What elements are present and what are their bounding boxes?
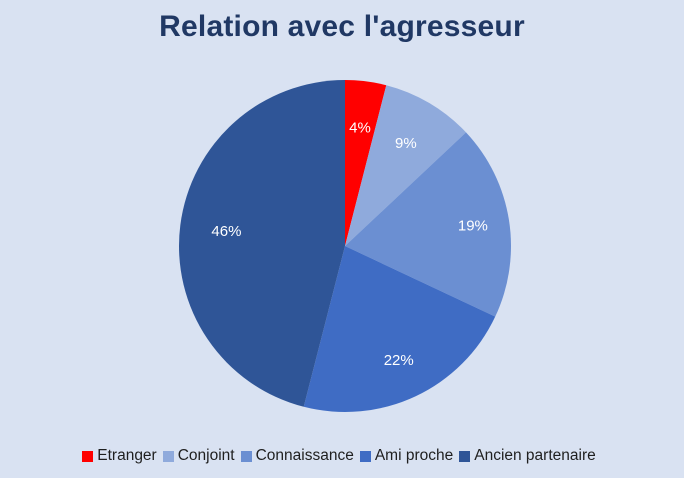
legend-swatch bbox=[459, 450, 471, 462]
chart-title: Relation avec l'agresseur bbox=[159, 10, 525, 43]
pie-slice-ami-proche bbox=[303, 246, 496, 412]
legend-item-ami-proche: Ami proche bbox=[359, 447, 454, 465]
legend-label: Connaissance bbox=[255, 447, 354, 464]
legend: Etranger Conjoint Connaissance Ami proche An… bbox=[0, 447, 684, 465]
data-label-ancien-partenaire: 46% bbox=[211, 223, 241, 240]
legend-item-etranger: Etranger bbox=[82, 447, 157, 465]
legend-swatch bbox=[82, 450, 94, 462]
legend-label: Etranger bbox=[97, 447, 157, 464]
pie-slice-connaissance bbox=[345, 132, 511, 317]
pie-slice-conjoint bbox=[345, 85, 467, 246]
pie-slice-etranger bbox=[345, 80, 387, 246]
legend-swatch bbox=[359, 450, 371, 462]
legend-swatch bbox=[240, 450, 252, 462]
legend-swatch bbox=[162, 450, 174, 462]
data-label-conjoint: 9% bbox=[395, 135, 417, 152]
data-label-etranger: 4% bbox=[349, 119, 371, 136]
legend-item-connaissance: Connaissance bbox=[240, 447, 354, 465]
legend-label: Conjoint bbox=[177, 447, 235, 464]
data-label-ami-proche: 22% bbox=[384, 352, 414, 369]
legend-item-conjoint: Conjoint bbox=[162, 447, 235, 465]
data-label-connaissance: 19% bbox=[458, 218, 488, 235]
legend-item-ancien-partenaire: Ancien partenaire bbox=[459, 447, 596, 465]
pie-slice-ancien-partenaire bbox=[179, 80, 345, 407]
legend-label: Ancien partenaire bbox=[474, 447, 596, 464]
legend-label: Ami proche bbox=[374, 447, 454, 464]
